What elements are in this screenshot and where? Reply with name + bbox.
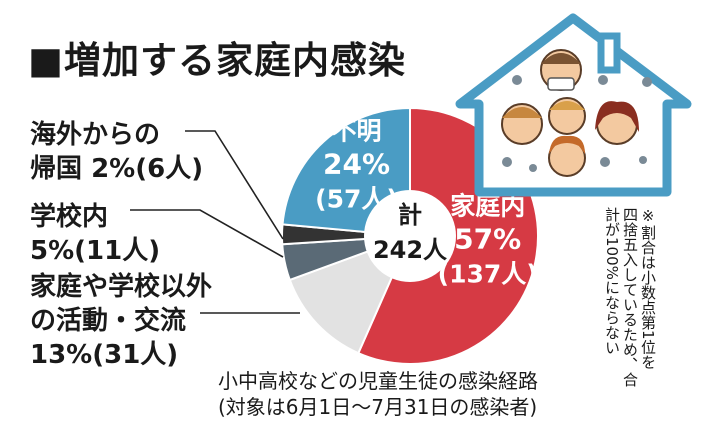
virus-icon bbox=[600, 157, 610, 167]
footnote-2: 四捨五入しているため、合 bbox=[621, 207, 639, 387]
label-other-line2: の活動・交流 bbox=[30, 306, 187, 336]
leader-line-overseas bbox=[185, 130, 284, 240]
footnote-3: 計が100%にならない bbox=[603, 207, 621, 355]
slice-label-0-1: 57% bbox=[454, 222, 521, 255]
virus-icon bbox=[642, 77, 652, 87]
label-overseas: 海外からの 帰国 2%(6人) bbox=[30, 118, 203, 186]
label-other-value: 13%(31人) bbox=[30, 340, 179, 370]
label-overseas-line1: 海外からの bbox=[30, 120, 161, 150]
footnote-col2: 四捨五入しているため、合 bbox=[621, 207, 639, 387]
label-school: 学校内 5%(11人) bbox=[30, 200, 160, 268]
label-other-line1: 家庭や学校以外 bbox=[30, 272, 213, 302]
label-other: 家庭や学校以外 の活動・交流 13%(31人) bbox=[30, 270, 212, 372]
center-title: 計 bbox=[398, 201, 422, 229]
leader-line-school bbox=[130, 209, 284, 258]
virus-icon bbox=[512, 75, 522, 85]
virus-icons bbox=[502, 75, 652, 172]
virus-icon bbox=[598, 75, 608, 85]
label-overseas-value: 2%(6人) bbox=[91, 154, 204, 184]
virus-icon bbox=[639, 156, 647, 164]
label-school-line1: 学校内 bbox=[30, 202, 109, 232]
caption-line1: 小中高校などの児童生徒の感染経路 bbox=[218, 369, 538, 393]
footnote-col1: ※割合は小数点第1位を bbox=[639, 207, 657, 370]
chart-caption: 小中高校などの児童生徒の感染経路 (対象は6月1日〜7月31日の感染者) bbox=[218, 368, 538, 420]
center-total: 242人 bbox=[373, 236, 447, 264]
house-illustration bbox=[455, 13, 692, 197]
slice-label-4-0: 不明 bbox=[331, 116, 381, 145]
leader-lines bbox=[130, 130, 300, 314]
page-title: ■増加する家庭内感染 bbox=[28, 39, 406, 82]
footnote: ※割合は小数点第1位を bbox=[639, 207, 657, 370]
center-hole bbox=[364, 190, 456, 282]
slice-label-4-1: 24% bbox=[323, 147, 390, 180]
family-faces-icon bbox=[501, 49, 639, 177]
label-school-value: 5%(11人) bbox=[30, 236, 161, 266]
virus-icon bbox=[529, 164, 537, 172]
slice-label-0-2: (137人) bbox=[438, 259, 538, 288]
label-overseas-line2: 帰国 bbox=[30, 154, 83, 184]
virus-icon bbox=[502, 157, 512, 167]
footnote-col3: 計が100%にならない bbox=[603, 207, 621, 355]
caption-line2: (対象は6月1日〜7月31日の感染者) bbox=[218, 395, 538, 419]
